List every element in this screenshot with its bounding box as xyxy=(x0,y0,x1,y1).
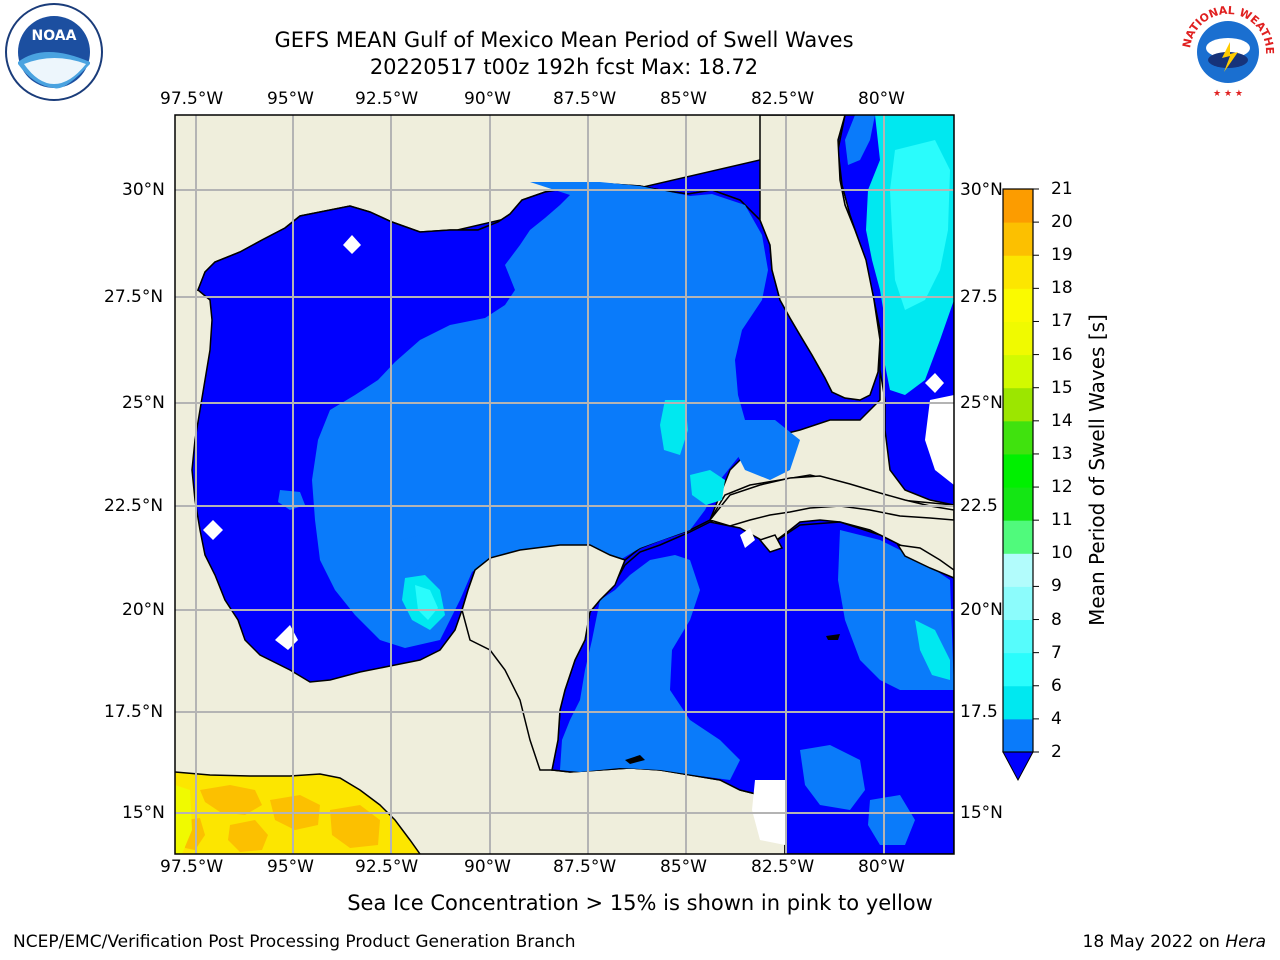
missing-data-patches xyxy=(203,235,954,845)
colorbar-tick-label-19: 19 xyxy=(1051,245,1073,266)
colorbar-tick-label-21: 21 xyxy=(1051,179,1073,199)
colorbar-segment-8 xyxy=(1003,487,1033,521)
footer-date-text: 18 May 2022 on xyxy=(1082,932,1226,952)
lon-label-top-4: 90°W xyxy=(464,89,511,109)
lon-label-bottom-4: 90°W xyxy=(464,857,511,877)
lat-label-left-6: 17.5°N xyxy=(104,702,164,722)
svg-text:★ ★ ★: ★ ★ ★ xyxy=(1213,89,1243,99)
lon-label-bottom-3: 92.5°W xyxy=(355,857,419,877)
colorbar-segment-1 xyxy=(1003,718,1033,753)
colorbar-segment-3 xyxy=(1003,652,1033,687)
lon-label-bottom-1: 97.5°W xyxy=(160,857,224,877)
nws-logo: NATIONAL WEATHER SERVICE ★ ★ ★ xyxy=(1174,0,1278,102)
colorbar-segment-11 xyxy=(1003,387,1033,422)
colorbar-segment-15 xyxy=(1003,255,1033,289)
colorbar-tick-label-2: 2 xyxy=(1051,742,1062,762)
colorbar-underflow-arrow xyxy=(1002,751,1034,782)
chart-title: GEFS MEAN Gulf of Mexico Mean Period of … xyxy=(274,28,854,52)
lon-label-bottom-5: 87.5°W xyxy=(553,857,617,877)
colorbar-segment-13 xyxy=(1003,321,1033,356)
colorbar-segment-10 xyxy=(1003,420,1033,455)
lat-label-left-1: 30°N xyxy=(122,180,165,200)
colorbar-segment-5 xyxy=(1003,586,1033,621)
colorbar-tick-label-17: 17 xyxy=(1051,311,1073,332)
lon-label-bottom-8: 80°W xyxy=(858,857,905,877)
bay-island xyxy=(625,755,645,764)
lon-label-bottom-6: 85°W xyxy=(660,857,707,877)
colorbar-segment-4 xyxy=(1003,619,1033,654)
lat-label-right-4: 22.5 xyxy=(960,496,998,516)
florida-peninsula xyxy=(759,115,881,401)
colorbar-segment-7 xyxy=(1003,520,1033,554)
lon-label-bottom-7: 82.5°W xyxy=(751,857,815,877)
colorbar-tick-label-12: 12 xyxy=(1051,477,1073,498)
lat-label-left-2: 27.5°N xyxy=(104,287,164,307)
colorbar-tick-label-4: 4 xyxy=(1051,708,1062,729)
footer-host: Hera xyxy=(1225,932,1266,952)
colorbar-tick-label-16: 16 xyxy=(1051,344,1073,365)
cayman-island xyxy=(826,634,840,640)
colorbar-tick-label-9: 9 xyxy=(1051,576,1062,597)
pacific-yellow-edge xyxy=(175,785,192,854)
lat-label-left-5: 20°N xyxy=(122,600,165,620)
colorbar-tick-label-13: 13 xyxy=(1051,443,1073,464)
map-frame xyxy=(174,114,955,855)
lat-label-right-2: 27.5 xyxy=(960,287,998,307)
lon-label-top-1: 97.5°W xyxy=(160,89,224,109)
lat-label-right-3: 25°N xyxy=(960,393,1003,413)
colorbar xyxy=(1002,188,1039,782)
gridlines xyxy=(175,115,954,854)
colorbar-tick-label-10: 10 xyxy=(1051,543,1073,564)
lat-label-right-6: 17.5 xyxy=(960,702,998,722)
lat-label-right-7: 15°N xyxy=(960,803,1003,823)
lon-label-bottom-2: 95°W xyxy=(267,857,314,877)
lon-label-top-8: 80°W xyxy=(858,89,905,109)
sea-ice-note: Sea Ice Concentration > 15% is shown in … xyxy=(347,891,933,915)
lat-label-left-3: 25°N xyxy=(122,393,165,413)
footer-date: 18 May 2022 on Hera xyxy=(1083,932,1267,952)
colorbar-segment-16 xyxy=(1003,222,1033,256)
chart-subtitle: 20220517 t00z 192h fcst Max: 18.72 xyxy=(369,55,759,79)
colorbar-tick-label-20: 20 xyxy=(1051,212,1073,233)
noaa-logo-text: NOAA xyxy=(32,28,77,44)
colorbar-segment-6 xyxy=(1003,553,1033,587)
lat-label-right-1: 30°N xyxy=(960,180,1003,200)
noaa-logo: NOAA xyxy=(4,2,104,102)
colorbar-tick-label-6: 6 xyxy=(1051,675,1062,696)
lon-label-top-6: 85°W xyxy=(660,89,707,109)
swell-6-7s-regions xyxy=(415,140,950,620)
map-area xyxy=(175,115,954,854)
colorbar-tick-label-8: 8 xyxy=(1051,609,1062,630)
lat-label-right-5: 20°N xyxy=(960,600,1003,620)
lon-label-top-7: 82.5°W xyxy=(751,89,815,109)
colorbar-tick-label-11: 11 xyxy=(1051,510,1073,531)
swell-2-4s-regions xyxy=(278,115,954,845)
colorbar-tick-label-7: 7 xyxy=(1051,642,1062,663)
colorbar-segment-12 xyxy=(1003,354,1033,389)
colorbar-segment-17 xyxy=(1003,189,1033,223)
lat-label-left-4: 22.5°N xyxy=(104,496,164,516)
lon-label-top-5: 87.5°W xyxy=(553,89,617,109)
colorbar-segment-9 xyxy=(1003,453,1033,488)
colorbar-segment-14 xyxy=(1003,288,1033,322)
lon-label-top-2: 95°W xyxy=(267,89,314,109)
colorbar-title: Mean Period of Swell Waves [s] xyxy=(1085,314,1109,626)
colorbar-frame xyxy=(1002,188,1034,753)
lon-label-top-3: 92.5°W xyxy=(355,89,419,109)
colorbar-tick-label-15: 15 xyxy=(1051,377,1073,398)
colorbar-segment-2 xyxy=(1003,685,1033,720)
footer-branch: NCEP/EMC/Verification Post Processing Pr… xyxy=(13,932,576,952)
islands xyxy=(708,475,954,579)
colorbar-tick-label-14: 14 xyxy=(1051,410,1073,431)
lat-label-left-7: 15°N xyxy=(122,803,165,823)
colorbar-tick-label-18: 18 xyxy=(1051,278,1073,299)
